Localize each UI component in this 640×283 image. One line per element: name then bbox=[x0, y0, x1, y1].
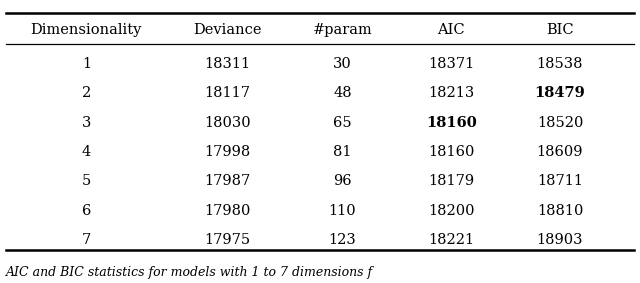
Text: 18200: 18200 bbox=[428, 204, 474, 218]
Text: 18371: 18371 bbox=[428, 57, 474, 71]
Text: 17980: 17980 bbox=[204, 204, 250, 218]
Text: #param: #param bbox=[312, 23, 372, 37]
Text: 18117: 18117 bbox=[204, 86, 250, 100]
Text: 18609: 18609 bbox=[537, 145, 583, 159]
Text: 4: 4 bbox=[82, 145, 91, 159]
Text: 18213: 18213 bbox=[428, 86, 474, 100]
Text: 5: 5 bbox=[82, 174, 91, 188]
Text: Dimensionality: Dimensionality bbox=[31, 23, 142, 37]
Text: 18538: 18538 bbox=[537, 57, 583, 71]
Text: 18160: 18160 bbox=[426, 115, 477, 130]
Text: 2: 2 bbox=[82, 86, 91, 100]
Text: 18711: 18711 bbox=[537, 174, 583, 188]
Text: 18479: 18479 bbox=[534, 86, 586, 100]
Text: 18030: 18030 bbox=[204, 115, 250, 130]
Text: 18311: 18311 bbox=[204, 57, 250, 71]
Text: 110: 110 bbox=[328, 204, 356, 218]
Text: 18179: 18179 bbox=[428, 174, 474, 188]
Text: 48: 48 bbox=[333, 86, 352, 100]
Text: 1: 1 bbox=[82, 57, 91, 71]
Text: 6: 6 bbox=[82, 204, 91, 218]
Text: 81: 81 bbox=[333, 145, 351, 159]
Text: 65: 65 bbox=[333, 115, 352, 130]
Text: AIC: AIC bbox=[437, 23, 465, 37]
Text: 18903: 18903 bbox=[537, 233, 583, 247]
Text: Deviance: Deviance bbox=[193, 23, 262, 37]
Text: BIC: BIC bbox=[546, 23, 574, 37]
Text: 17975: 17975 bbox=[204, 233, 250, 247]
Text: AIC and BIC statistics for models with 1 to 7 dimensions f: AIC and BIC statistics for models with 1… bbox=[6, 266, 374, 279]
Text: 17987: 17987 bbox=[204, 174, 250, 188]
Text: 18520: 18520 bbox=[537, 115, 583, 130]
Text: 30: 30 bbox=[333, 57, 352, 71]
Text: 7: 7 bbox=[82, 233, 91, 247]
Text: 3: 3 bbox=[82, 115, 91, 130]
Text: 17998: 17998 bbox=[204, 145, 250, 159]
Text: 96: 96 bbox=[333, 174, 352, 188]
Text: 18221: 18221 bbox=[428, 233, 474, 247]
Text: 123: 123 bbox=[328, 233, 356, 247]
Text: 18160: 18160 bbox=[428, 145, 474, 159]
Text: 18810: 18810 bbox=[537, 204, 583, 218]
